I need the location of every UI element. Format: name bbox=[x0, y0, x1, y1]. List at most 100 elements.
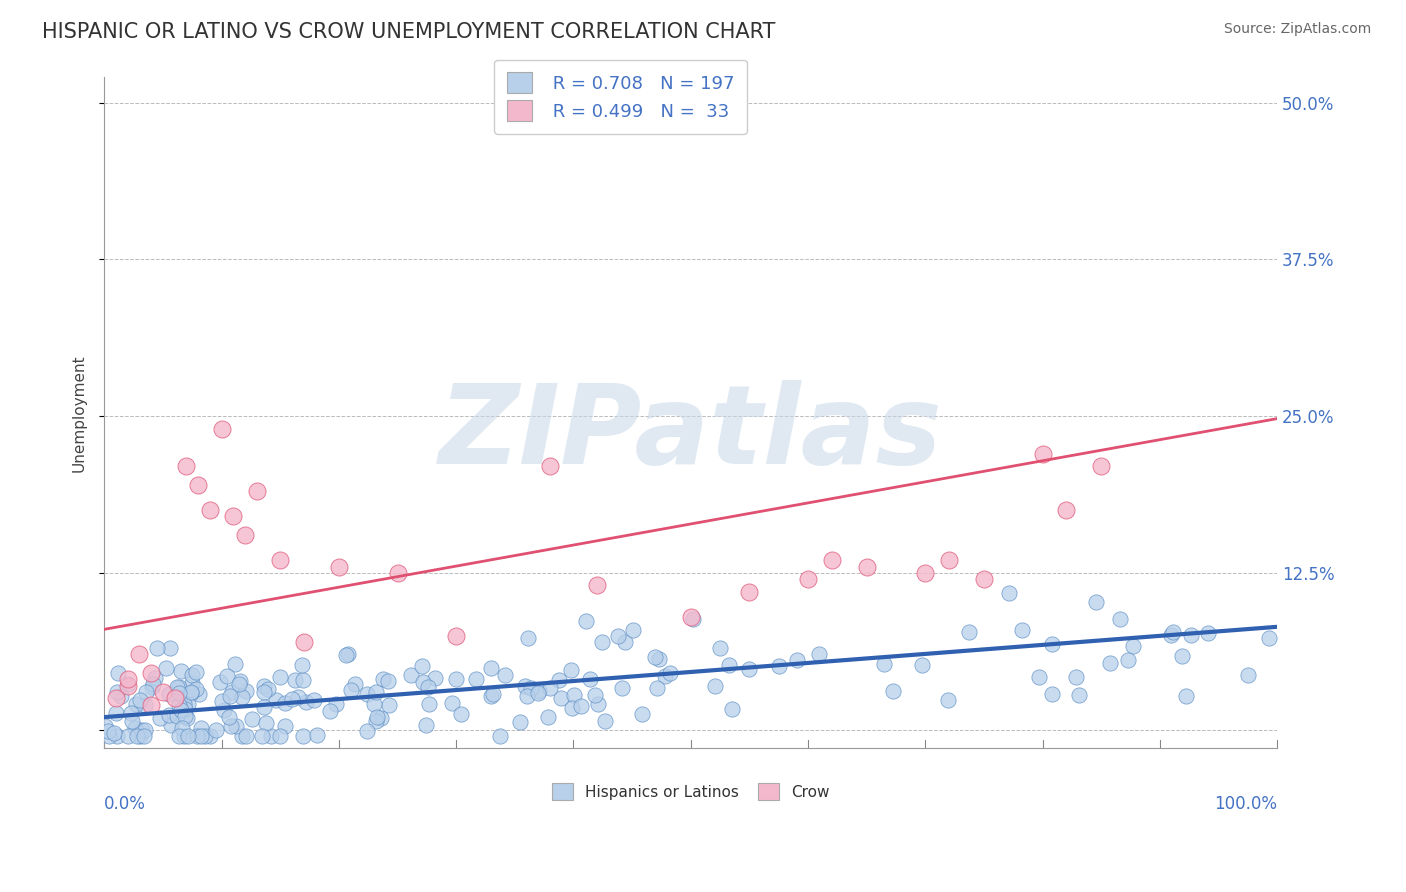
Point bbox=[538, 681, 561, 695]
Point bbox=[319, 704, 342, 718]
Point bbox=[1175, 689, 1198, 703]
Point bbox=[509, 715, 531, 730]
Point bbox=[235, 729, 257, 743]
Point bbox=[294, 695, 316, 709]
Point bbox=[253, 679, 276, 693]
Point bbox=[593, 714, 616, 728]
Point bbox=[190, 729, 212, 743]
Point bbox=[269, 553, 291, 567]
Point bbox=[444, 629, 467, 643]
Point bbox=[219, 719, 242, 733]
Point bbox=[274, 719, 297, 733]
Point bbox=[187, 478, 209, 492]
Point bbox=[513, 679, 536, 693]
Point bbox=[411, 658, 433, 673]
Point bbox=[613, 635, 636, 649]
Point bbox=[129, 729, 152, 743]
Point bbox=[645, 681, 668, 695]
Point bbox=[307, 728, 329, 742]
Point bbox=[786, 652, 808, 666]
Point bbox=[231, 690, 253, 704]
Point bbox=[117, 679, 139, 693]
Point bbox=[418, 698, 440, 712]
Point bbox=[1054, 503, 1077, 517]
Point bbox=[105, 729, 128, 743]
Point bbox=[105, 691, 128, 706]
Point bbox=[797, 572, 820, 586]
Point bbox=[738, 662, 761, 676]
Point bbox=[181, 676, 204, 690]
Point bbox=[1011, 623, 1033, 637]
Point bbox=[418, 680, 440, 694]
Point bbox=[146, 641, 169, 656]
Point bbox=[284, 673, 307, 688]
Point bbox=[682, 612, 704, 626]
Point bbox=[141, 680, 163, 694]
Point bbox=[205, 723, 228, 737]
Point bbox=[768, 658, 790, 673]
Point bbox=[479, 661, 502, 675]
Text: 100.0%: 100.0% bbox=[1215, 796, 1277, 814]
Point bbox=[142, 677, 165, 691]
Point bbox=[143, 671, 166, 685]
Point bbox=[336, 647, 359, 661]
Point bbox=[718, 658, 741, 673]
Point bbox=[218, 709, 240, 723]
Point bbox=[412, 674, 434, 689]
Point bbox=[186, 665, 208, 679]
Point bbox=[281, 692, 304, 706]
Point bbox=[957, 624, 980, 639]
Point bbox=[225, 719, 247, 733]
Point bbox=[335, 648, 357, 662]
Point bbox=[170, 721, 193, 735]
Point bbox=[224, 657, 246, 671]
Point bbox=[221, 685, 243, 699]
Point bbox=[163, 691, 186, 706]
Point bbox=[586, 697, 609, 711]
Point bbox=[328, 559, 350, 574]
Point bbox=[93, 719, 115, 733]
Point bbox=[998, 586, 1021, 600]
Point bbox=[612, 681, 634, 695]
Point bbox=[256, 715, 278, 730]
Point bbox=[1032, 447, 1054, 461]
Point bbox=[550, 691, 572, 706]
Point bbox=[117, 729, 139, 743]
Point bbox=[124, 722, 146, 736]
Point bbox=[125, 729, 148, 743]
Point bbox=[257, 682, 280, 697]
Point bbox=[180, 686, 202, 700]
Point bbox=[325, 697, 347, 711]
Point bbox=[482, 686, 505, 700]
Point bbox=[167, 729, 190, 743]
Point bbox=[882, 684, 904, 698]
Point bbox=[465, 672, 488, 686]
Point bbox=[167, 698, 190, 713]
Point bbox=[215, 669, 238, 683]
Point bbox=[738, 584, 761, 599]
Point bbox=[377, 674, 399, 689]
Point bbox=[569, 699, 592, 714]
Point bbox=[356, 687, 378, 701]
Point bbox=[547, 673, 569, 687]
Point bbox=[366, 710, 388, 724]
Point bbox=[269, 729, 291, 743]
Point bbox=[561, 700, 583, 714]
Point bbox=[166, 709, 188, 723]
Point bbox=[1098, 656, 1121, 670]
Point bbox=[155, 661, 177, 675]
Point bbox=[173, 709, 195, 723]
Point bbox=[517, 632, 540, 646]
Point bbox=[129, 693, 152, 707]
Point bbox=[373, 672, 395, 686]
Point bbox=[1040, 687, 1063, 701]
Point bbox=[135, 685, 157, 699]
Point bbox=[440, 696, 463, 710]
Point bbox=[211, 694, 233, 708]
Point bbox=[302, 693, 325, 707]
Point bbox=[537, 709, 560, 723]
Point bbox=[117, 677, 139, 691]
Point bbox=[1257, 632, 1279, 646]
Point bbox=[1028, 670, 1050, 684]
Text: HISPANIC OR LATINO VS CROW UNEMPLOYMENT CORRELATION CHART: HISPANIC OR LATINO VS CROW UNEMPLOYMENT … bbox=[42, 22, 776, 42]
